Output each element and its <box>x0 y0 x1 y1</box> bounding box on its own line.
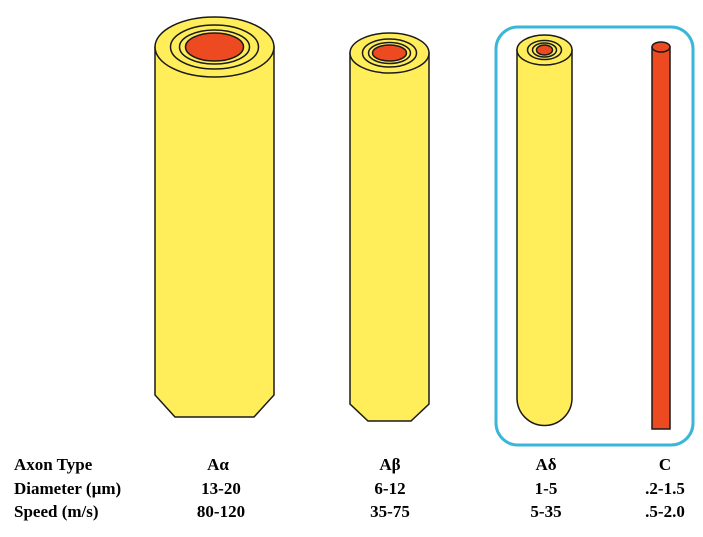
myelin-sheath <box>154 46 275 418</box>
axon-type-a-alpha: Aα <box>207 455 229 474</box>
header-diameter: Diameter (µm) <box>14 479 122 498</box>
axon-cylinder-c <box>651 41 671 430</box>
diameter-a-beta: 6-12 <box>374 479 406 498</box>
myelin-sheath <box>349 52 430 422</box>
axon-core <box>184 32 245 62</box>
speed-c: .5-2.0 <box>645 502 685 521</box>
speed-a-alpha: 80-120 <box>196 502 246 521</box>
speed-a-delta: 5-35 <box>530 502 562 521</box>
diameter-a-alpha: 13-20 <box>201 479 241 498</box>
highlight-box <box>494 25 695 447</box>
header-speed: Speed (m/s) <box>14 502 99 521</box>
axon-cylinder-a-delta <box>516 34 573 427</box>
axon-type-c: C <box>658 455 672 474</box>
axon-cylinder-a-alpha <box>154 16 275 418</box>
header-axon-type: Axon Type <box>14 455 93 474</box>
myelin-sheath <box>516 49 573 427</box>
speed-a-beta: 35-75 <box>370 502 410 521</box>
axon-type-a-delta: Aδ <box>535 455 557 474</box>
diameter-c: .2-1.5 <box>645 479 685 498</box>
axon-cylinder-a-beta <box>349 32 430 422</box>
axon-core <box>651 46 671 430</box>
axon-core <box>371 44 408 62</box>
axon-core <box>535 44 554 56</box>
axon-type-a-beta: Aβ <box>379 455 401 474</box>
axon-end-face <box>651 41 671 53</box>
diameter-a-delta: 1-5 <box>534 479 558 498</box>
